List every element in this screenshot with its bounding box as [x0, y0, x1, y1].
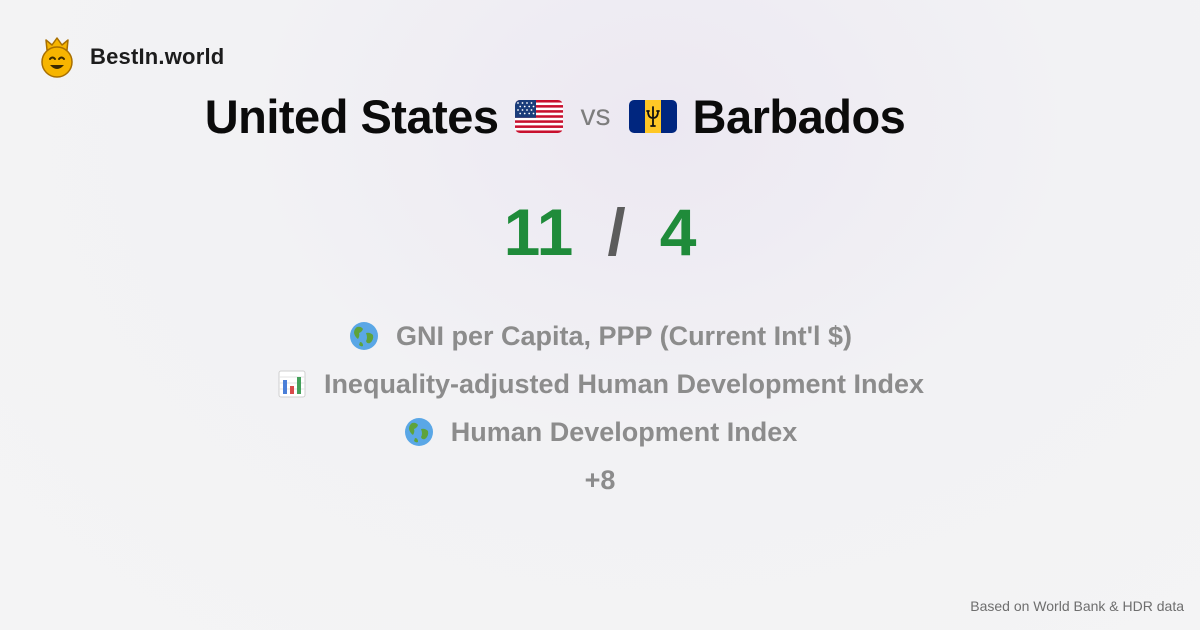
metric-label: Inequality-adjusted Human Development In…: [323, 368, 925, 399]
metric-item[interactable]: Inequality-adjusted Human Development In…: [0, 360, 1200, 408]
country-b-score: 4: [659, 195, 697, 269]
bar-chart-icon: [278, 370, 306, 398]
metric-label: Human Development Index: [450, 416, 798, 447]
brand[interactable]: BestIn.world: [38, 36, 224, 78]
globe-icon: [404, 418, 433, 446]
brand-name: BestIn.world: [90, 44, 225, 69]
crowned-smiley-icon: [41, 37, 73, 78]
score-separator: /: [607, 195, 626, 269]
score-row: 11 / 4: [0, 190, 1200, 274]
metric-item[interactable]: GNI per Capita, PPP (Current Int'l $): [0, 312, 1200, 360]
comparison-title: United States vs Barbados: [0, 86, 1110, 146]
country-a-name: United States: [204, 89, 499, 143]
metric-item[interactable]: Human Development Index: [0, 408, 1200, 456]
more-metrics-count[interactable]: +8: [584, 464, 616, 495]
metric-list: GNI per Capita, PPP (Current Int'l $) In…: [0, 312, 1200, 504]
barbados-flag-icon: [628, 99, 677, 133]
country-b-name: Barbados: [692, 89, 906, 143]
metric-label: GNI per Capita, PPP (Current Int'l $): [396, 320, 852, 351]
data-source-note: Based on World Bank & HDR data: [970, 598, 1184, 614]
us-flag-icon: [514, 99, 563, 133]
country-a-score: 11: [503, 195, 574, 269]
globe-icon: [350, 322, 378, 350]
vs-label: vs: [580, 99, 611, 132]
